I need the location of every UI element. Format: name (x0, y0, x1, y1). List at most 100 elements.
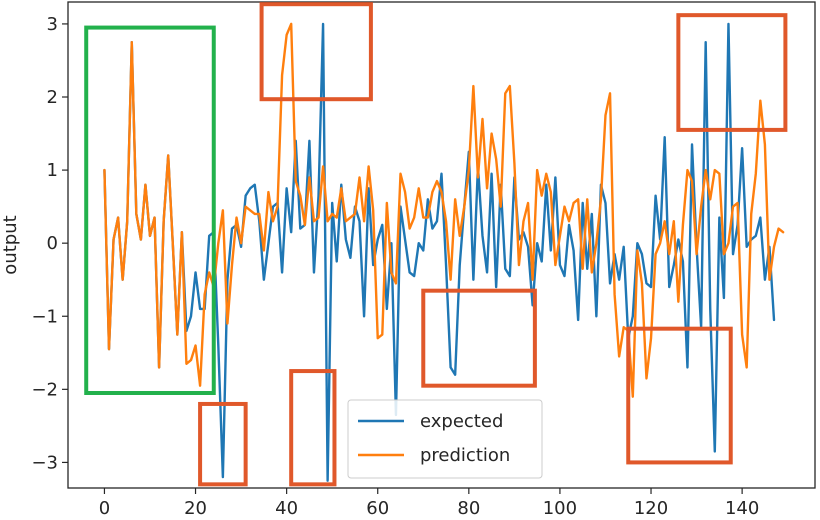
data-point (317, 216, 320, 219)
data-point (399, 173, 402, 175)
y-tick-label: 2 (47, 87, 58, 108)
data-point (773, 319, 775, 321)
x-tick-label: 20 (184, 498, 207, 519)
data-point (572, 202, 575, 204)
data-point (345, 220, 347, 222)
data-point (563, 275, 566, 277)
data-point (759, 100, 761, 102)
data-point (472, 279, 474, 281)
data-point (404, 238, 406, 241)
data-point (645, 282, 648, 284)
annotation-box (626, 326, 733, 465)
data-point (363, 315, 365, 317)
data-point (126, 220, 128, 222)
data-point (677, 238, 679, 241)
legend: expected prediction (347, 399, 543, 479)
data-point (317, 195, 320, 197)
data-point (623, 326, 625, 328)
data-point (595, 242, 597, 244)
data-point (436, 220, 438, 222)
data-point (746, 366, 748, 369)
data-point (682, 224, 684, 226)
data-point (450, 366, 452, 369)
data-point (554, 176, 556, 178)
data-point (249, 209, 251, 211)
data-point (609, 92, 611, 94)
data-point (286, 34, 288, 36)
data-point (550, 249, 552, 252)
data-point (440, 191, 443, 193)
data-point (700, 206, 702, 208)
data-point (336, 216, 338, 219)
data-point (486, 187, 488, 189)
data-point (217, 344, 219, 347)
data-point (572, 249, 575, 252)
data-point (299, 195, 301, 197)
data-point (463, 206, 465, 208)
data-point (199, 385, 201, 387)
data-point (600, 198, 602, 200)
data-point (340, 187, 342, 189)
data-point (144, 184, 147, 186)
y-tick-label: 0 (47, 233, 58, 254)
data-point (263, 279, 265, 281)
data-point (254, 184, 256, 186)
data-point (623, 246, 625, 248)
data-point (267, 191, 270, 193)
data-point (308, 176, 311, 178)
data-point (486, 271, 488, 274)
data-point (618, 355, 620, 358)
data-point (541, 195, 543, 197)
data-point (235, 216, 238, 219)
data-point (190, 315, 192, 317)
data-point (308, 140, 311, 142)
data-point (445, 220, 447, 222)
data-point (267, 242, 270, 244)
data-point (650, 337, 652, 339)
data-point (568, 220, 570, 222)
data-point (495, 158, 497, 160)
data-point (477, 176, 479, 178)
data-point (691, 143, 693, 146)
data-point (231, 264, 233, 266)
data-point (532, 279, 534, 281)
data-point (591, 213, 593, 215)
data-point (422, 216, 424, 219)
data-point (550, 191, 552, 193)
data-point (436, 180, 438, 182)
data-point (727, 23, 730, 25)
annotation-box (84, 25, 216, 395)
data-point (636, 249, 638, 252)
y-tick-label: −2 (31, 379, 58, 400)
data-point (691, 180, 693, 182)
data-point (518, 264, 520, 266)
data-point (481, 118, 484, 120)
data-point (345, 238, 347, 241)
data-point (386, 308, 388, 310)
data-point (440, 173, 443, 175)
data-point (190, 359, 192, 361)
data-point (349, 216, 351, 219)
data-point (459, 264, 461, 266)
data-point (709, 198, 711, 200)
data-point (718, 216, 720, 219)
y-tick-label: 1 (47, 160, 58, 181)
data-point (354, 213, 356, 215)
data-point (727, 242, 730, 244)
data-point (755, 235, 757, 237)
data-point (167, 154, 169, 157)
data-point (568, 224, 570, 226)
annotation-box (198, 401, 248, 487)
data-point (682, 260, 684, 263)
data-point (222, 209, 224, 211)
data-point (313, 220, 315, 222)
tick-marks: 0 20 40 60 80 100 120 140 −3 −2 −1 0 1 2 3 (31, 14, 759, 519)
data-point (536, 169, 538, 171)
series-lines (103, 22, 785, 482)
data-point (331, 213, 333, 215)
data-point (272, 220, 274, 222)
data-point (472, 85, 474, 87)
data-point (545, 184, 547, 186)
data-point (723, 253, 725, 255)
data-point (372, 264, 374, 266)
